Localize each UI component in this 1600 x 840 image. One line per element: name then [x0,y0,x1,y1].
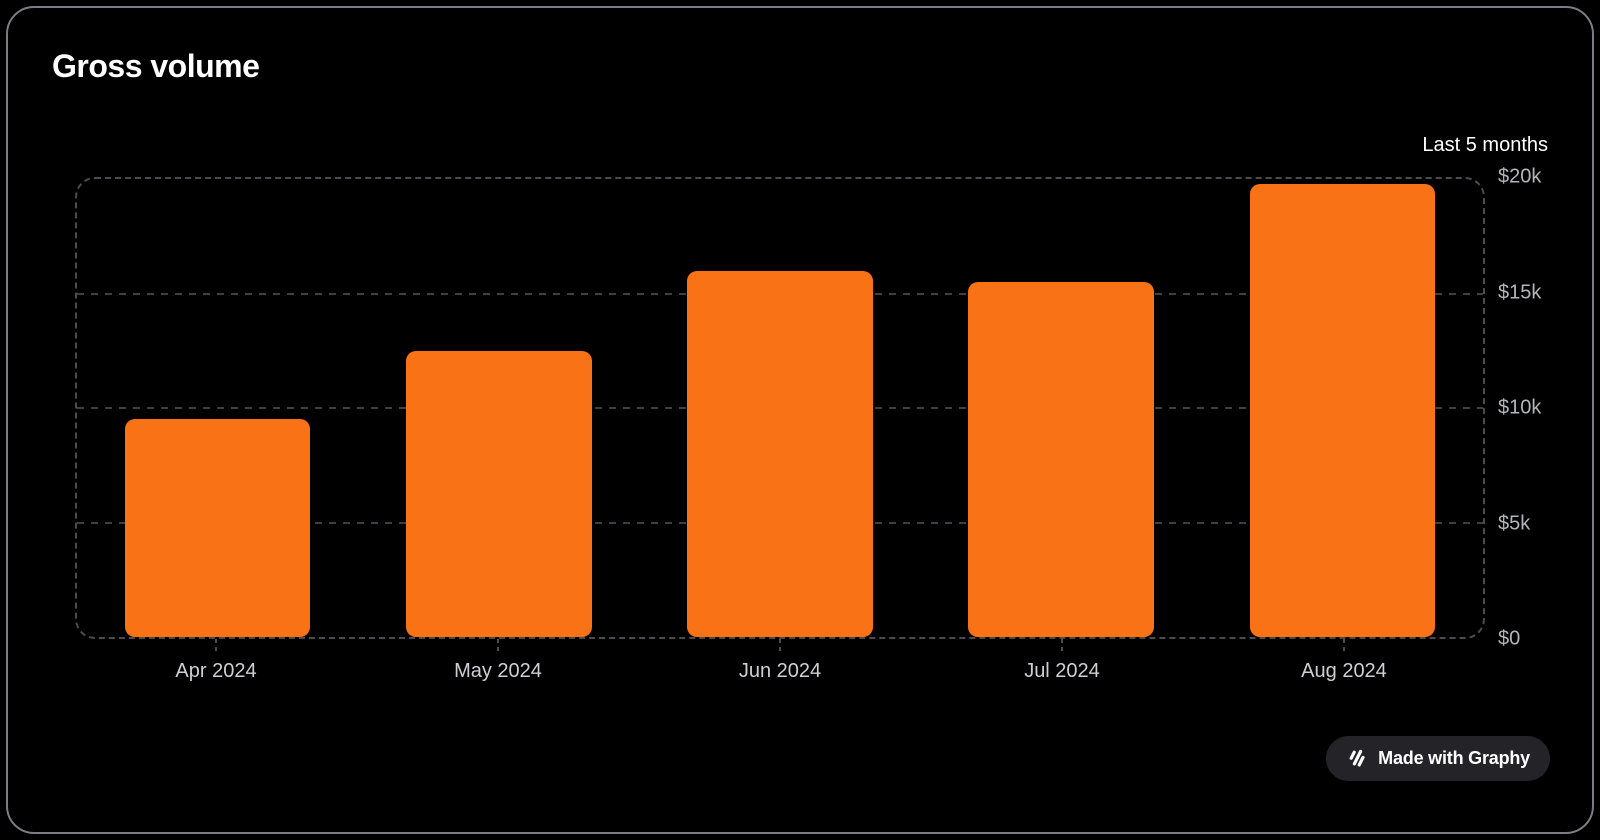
badge-label: Made with Graphy [1378,748,1530,768]
bar-jul-2024[interactable] [968,282,1154,637]
x-slot-apr-2024: Apr 2024 [75,639,357,683]
bar-slot-apr-2024 [77,179,358,637]
bar-slot-may-2024 [358,179,639,637]
x-axis: Apr 2024 May 2024 Jun 2024 Jul 2024 Aug 2024 [75,639,1485,683]
period-label: Last 5 months [1422,134,1548,156]
x-tick-aug-2024 [1343,639,1345,652]
x-label-aug-2024: Aug 2024 [1301,660,1387,682]
bar-slot-jun-2024 [639,179,920,637]
x-label-apr-2024: Apr 2024 [175,660,257,682]
y-axis-labels: $20k $15k $10k $5k $0 [1498,166,1568,650]
x-label-jun-2024: Jun 2024 [738,660,822,682]
bar-apr-2024[interactable] [124,419,311,637]
bar-aug-2024[interactable] [1249,183,1436,637]
bar-slot-jul-2024 [921,179,1202,637]
gross-volume-card: Gross volume Last 5 months $20k $15k $10k $… [6,6,1594,834]
x-tick-may-2024 [497,639,499,652]
bar-may-2024[interactable] [406,350,592,637]
x-tick-apr-2024 [215,639,217,652]
x-slot-jun-2024: Jun 2024 [639,639,921,683]
x-label-jul-2024: Jul 2024 [1024,660,1100,682]
bars-layer [77,179,1483,637]
bar-slot-aug-2024 [1202,179,1483,637]
y-tick-label-15k: $15k [1498,281,1542,303]
y-tick-label-20k: $20k [1498,165,1542,188]
graphy-logo-icon [1346,748,1368,770]
x-tick-jun-2024 [779,639,781,652]
x-label-may-2024: May 2024 [454,660,542,682]
x-slot-jul-2024: Jul 2024 [921,639,1203,683]
x-slot-may-2024: May 2024 [357,639,639,683]
page-title: Gross volume [52,48,260,84]
x-slot-aug-2024: Aug 2024 [1203,639,1485,683]
chart-plot-area [75,177,1485,639]
y-tick-label-10k: $10k [1498,396,1542,419]
bar-jun-2024[interactable] [687,270,873,637]
y-tick-label-0: $0 [1498,627,1521,650]
y-tick-label-5k: $5k [1498,512,1531,534]
made-with-graphy-badge[interactable]: Made with Graphy [1326,736,1550,781]
x-tick-jul-2024 [1061,639,1063,652]
